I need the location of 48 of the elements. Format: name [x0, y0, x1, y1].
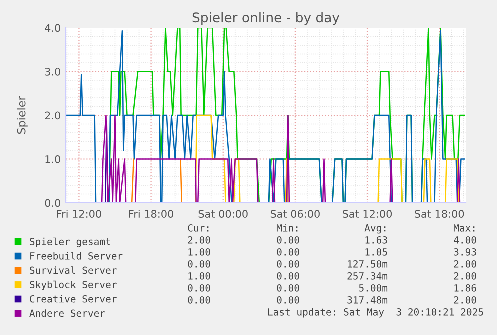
- text: 1.63: [366, 236, 388, 244]
- x-tick-label: Sat 06:00: [270, 210, 320, 218]
- text: 0.00: [188, 296, 210, 304]
- text: 0.00: [277, 284, 300, 292]
- legend-label: Skyblock Server: [30, 280, 117, 290]
- x-tick-label: Sat 12:00: [342, 210, 392, 218]
- text: 0.00: [188, 260, 210, 268]
- legend-label: Creative Server: [30, 295, 117, 303]
- text: 3.93: [454, 248, 476, 256]
- text: 0.00: [277, 296, 300, 304]
- legend-label: Spieler gesamt: [30, 238, 110, 248]
- text: Avg:: [364, 224, 386, 234]
- x-tick-label: Sat 18:00: [415, 210, 464, 218]
- y-tick-label: 0.0: [45, 199, 60, 208]
- legend-label: Survival Server: [30, 266, 117, 274]
- text: 0.00: [277, 236, 300, 244]
- text: 1.00: [188, 248, 210, 256]
- text: 0.00: [188, 284, 210, 292]
- text: 4.00: [454, 236, 476, 244]
- text: 2.00: [454, 296, 476, 304]
- text: Min:: [276, 224, 298, 232]
- x-tick-label: Fri 12:00: [57, 210, 102, 218]
- text: Cur:: [188, 224, 209, 232]
- text: 1.86: [454, 284, 476, 292]
- legend-label: Andere Server: [30, 310, 106, 318]
- text: 0.00: [277, 272, 300, 280]
- text: Last update: Sat May 3 20:10:21 2025: [268, 308, 484, 318]
- text: 257.34m: [348, 272, 388, 280]
- y-tick-label: 1.0: [46, 155, 60, 164]
- text: 2.00: [454, 272, 476, 280]
- text: 2.00: [454, 260, 476, 268]
- y-tick-label: 3.0: [45, 68, 60, 76]
- text: 317.48m: [348, 296, 388, 304]
- text: 1.05: [366, 248, 388, 256]
- chart-title: Spieler online - by day: [192, 12, 340, 26]
- text: 127.50m: [348, 260, 388, 268]
- y-tick-label: 4.0: [45, 24, 60, 32]
- y-axis-title: Spieler: [17, 96, 28, 134]
- text: Max:: [454, 224, 475, 232]
- x-tick-label: Sat 00:00: [198, 210, 248, 218]
- text: 5.00m: [359, 284, 388, 292]
- text: 0.00: [277, 260, 300, 268]
- text: 1.00: [188, 272, 210, 280]
- legend-label: Freebuild Server: [30, 252, 123, 260]
- x-tick-label: Fri 18:00: [129, 210, 174, 218]
- text: 2.00: [188, 236, 210, 244]
- y-tick-label: 2.0: [45, 112, 60, 120]
- text: 0.00: [277, 248, 300, 256]
